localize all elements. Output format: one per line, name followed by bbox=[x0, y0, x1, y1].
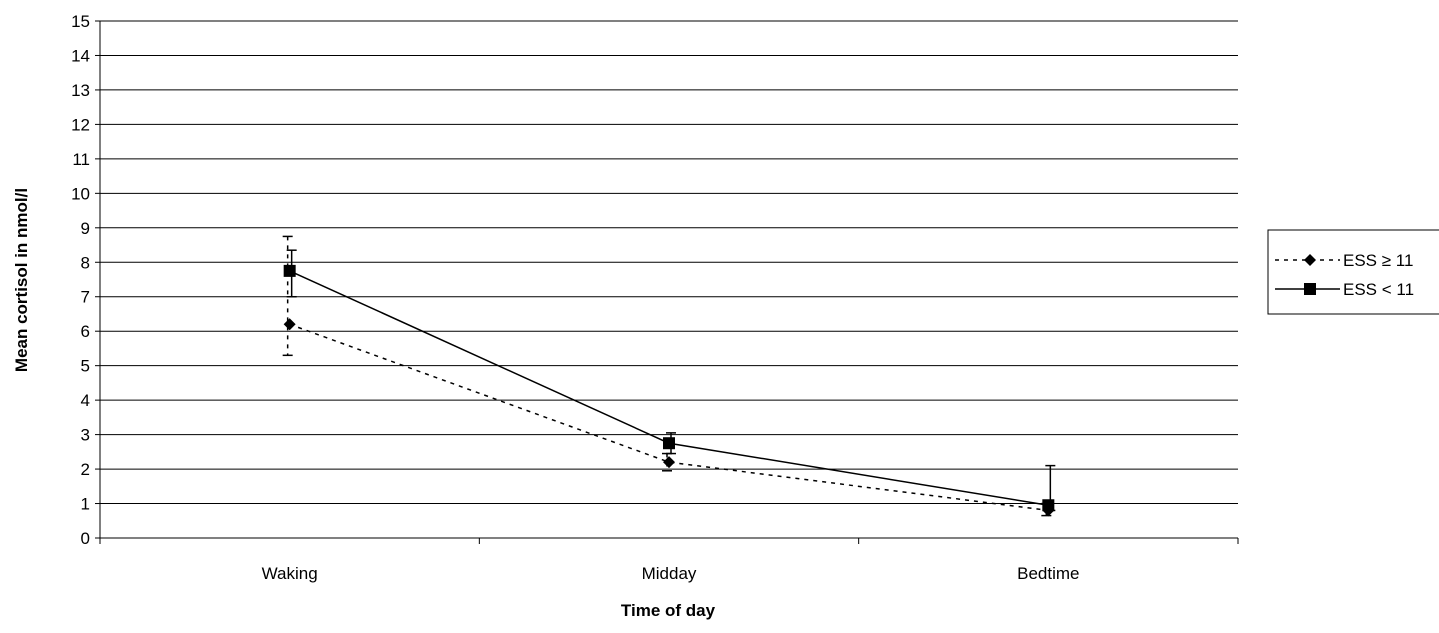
square-marker bbox=[1042, 499, 1055, 512]
diamond-marker bbox=[663, 456, 675, 469]
y-tick-label: 12 bbox=[71, 115, 90, 134]
y-tick-label: 0 bbox=[81, 529, 90, 548]
y-tick-label: 5 bbox=[81, 357, 90, 376]
y-tick-label: 7 bbox=[81, 288, 90, 307]
square-marker bbox=[283, 264, 296, 277]
y-tick-label: 2 bbox=[81, 460, 90, 479]
y-tick-label: 15 bbox=[71, 12, 90, 31]
legend-label: ESS < 11 bbox=[1343, 280, 1414, 299]
y-tick-label: 1 bbox=[81, 495, 90, 514]
y-tick-label: 14 bbox=[71, 46, 90, 65]
square-marker bbox=[663, 437, 675, 450]
y-tick-label: 8 bbox=[81, 253, 90, 272]
legend: ESS ≥ 11 ESS < 11 bbox=[1267, 229, 1439, 315]
series-layer bbox=[282, 235, 1056, 517]
grid-lines bbox=[100, 20, 1238, 505]
y-axis-title: Mean cortisol in nmol/l bbox=[12, 188, 31, 372]
legend-diamond-marker bbox=[1304, 254, 1316, 266]
series-2 bbox=[283, 249, 1056, 512]
legend-label: ESS ≥ 11 bbox=[1343, 251, 1413, 270]
y-tick-label: 13 bbox=[71, 81, 90, 100]
series-line bbox=[289, 323, 1049, 512]
x-tick-label: Midday bbox=[642, 564, 697, 583]
series-1 bbox=[282, 235, 1055, 517]
y-tick-label: 10 bbox=[71, 184, 90, 203]
legend-items: ESS ≥ 11 ESS < 11 bbox=[1275, 251, 1414, 299]
axes bbox=[95, 20, 1239, 544]
y-tick-label: 4 bbox=[81, 391, 90, 410]
y-tick-label: 11 bbox=[72, 150, 90, 169]
legend-box bbox=[1267, 229, 1439, 315]
x-tick-label: Bedtime bbox=[1017, 564, 1079, 583]
y-tick-label: 9 bbox=[81, 219, 90, 238]
legend-square-marker bbox=[1304, 283, 1316, 295]
y-tick-label: 3 bbox=[81, 426, 90, 445]
x-tick-label: Waking bbox=[262, 564, 318, 583]
diamond-marker bbox=[283, 318, 296, 331]
x-axis-title: Time of day bbox=[621, 601, 716, 620]
y-tick-label: 6 bbox=[81, 322, 90, 341]
